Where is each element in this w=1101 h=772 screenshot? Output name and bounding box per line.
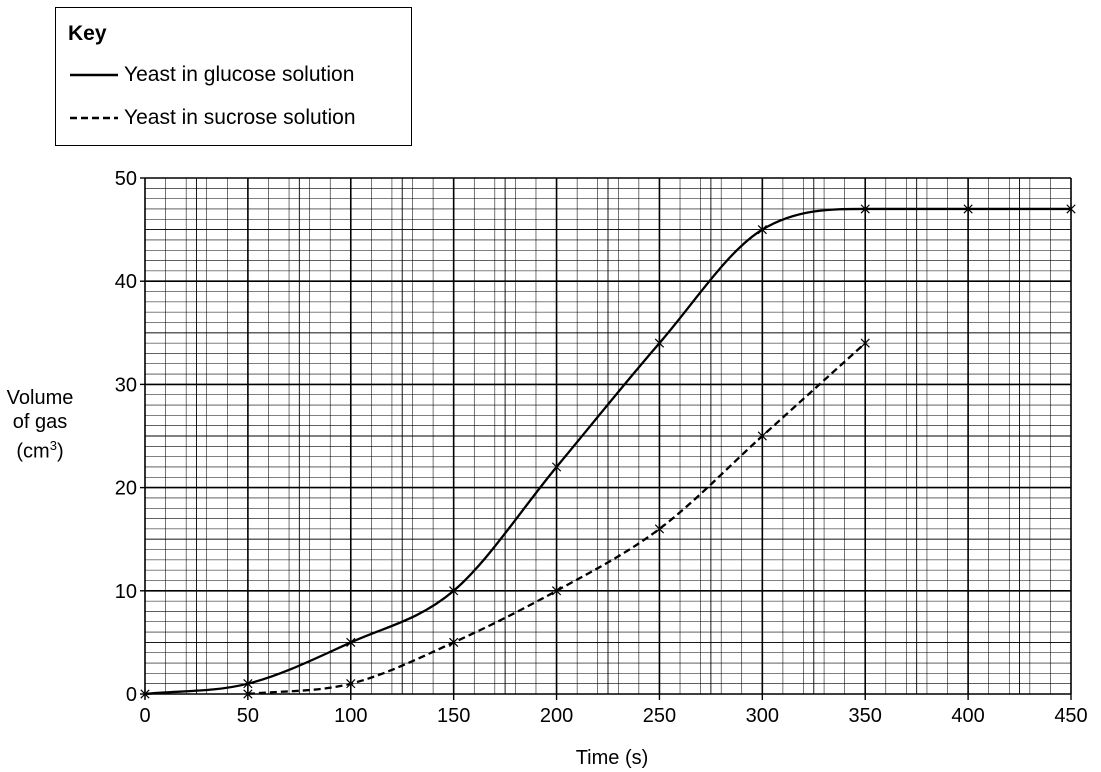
- data-point-glucose: [449, 585, 459, 596]
- data-point-glucose: [757, 224, 767, 235]
- legend-box: Key Yeast in glucose solution Yeast in s…: [55, 7, 412, 146]
- data-point-glucose: [346, 637, 356, 648]
- data-point-sucrose: [346, 678, 356, 689]
- x-tick-label: 400: [951, 705, 984, 727]
- minor-grid: [145, 178, 1071, 694]
- series-layer: [140, 203, 1076, 700]
- series-line-glucose: [144, 207, 1071, 696]
- tick-labels: 0 50 100 150 200 250 300 350 400 450 0 10 20 30 40 50: [115, 168, 1088, 727]
- x-tick-label: 350: [849, 705, 882, 727]
- x-tick-label: 250: [643, 705, 676, 727]
- data-point-sucrose: [243, 688, 253, 700]
- data-point-sucrose: [860, 337, 870, 349]
- x-axis-title: Time (s): [576, 747, 649, 769]
- x-tick-label: 200: [540, 705, 573, 727]
- x-tick-label: 150: [437, 705, 470, 727]
- data-point-glucose: [860, 203, 870, 215]
- y-tick-label: 40: [115, 271, 137, 293]
- x-tick-label: 100: [334, 705, 367, 727]
- legend-label-glucose: Yeast in glucose solution: [124, 63, 355, 86]
- y-tick-label: 10: [115, 581, 137, 603]
- x-tick-label: 0: [139, 705, 150, 727]
- data-point-sucrose: [757, 430, 767, 442]
- y-axis-title-line-1: Volume: [6, 387, 74, 409]
- legend-item-sucrose: Yeast in sucrose solution: [68, 105, 356, 131]
- data-point-glucose: [963, 203, 973, 215]
- data-point-glucose: [1066, 203, 1076, 215]
- y-tick-label: 0: [126, 684, 137, 706]
- legend-title: Key: [68, 22, 107, 45]
- major-grid: [144, 177, 1072, 695]
- legend-label-sucrose: Yeast in sucrose solution: [124, 106, 356, 129]
- legend-swatch-dashed: [70, 116, 118, 120]
- x-tick-label: 450: [1054, 705, 1087, 727]
- data-point-glucose: [243, 678, 253, 689]
- data-point-glucose: [551, 461, 562, 473]
- y-axis-title: Volume of gas (cm3): [0, 386, 80, 464]
- y-axis-title-line-2: of gas: [12, 411, 68, 433]
- x-tick-label: 300: [746, 705, 779, 727]
- y-tick-label: 30: [115, 374, 137, 396]
- data-point-sucrose: [449, 637, 459, 648]
- y-tick-label: 20: [115, 478, 137, 500]
- legend-item-glucose: Yeast in glucose solution: [68, 62, 354, 88]
- y-tick-label: 50: [115, 168, 137, 190]
- data-point-sucrose: [654, 523, 665, 535]
- x-tick-label: 50: [237, 705, 259, 727]
- y-axis-title-line-3: (cm3): [16, 438, 64, 463]
- data-point-sucrose: [551, 585, 562, 596]
- data-point-glucose: [654, 337, 665, 349]
- data-point-glucose: [140, 688, 150, 700]
- legend-swatch-solid: [70, 73, 118, 77]
